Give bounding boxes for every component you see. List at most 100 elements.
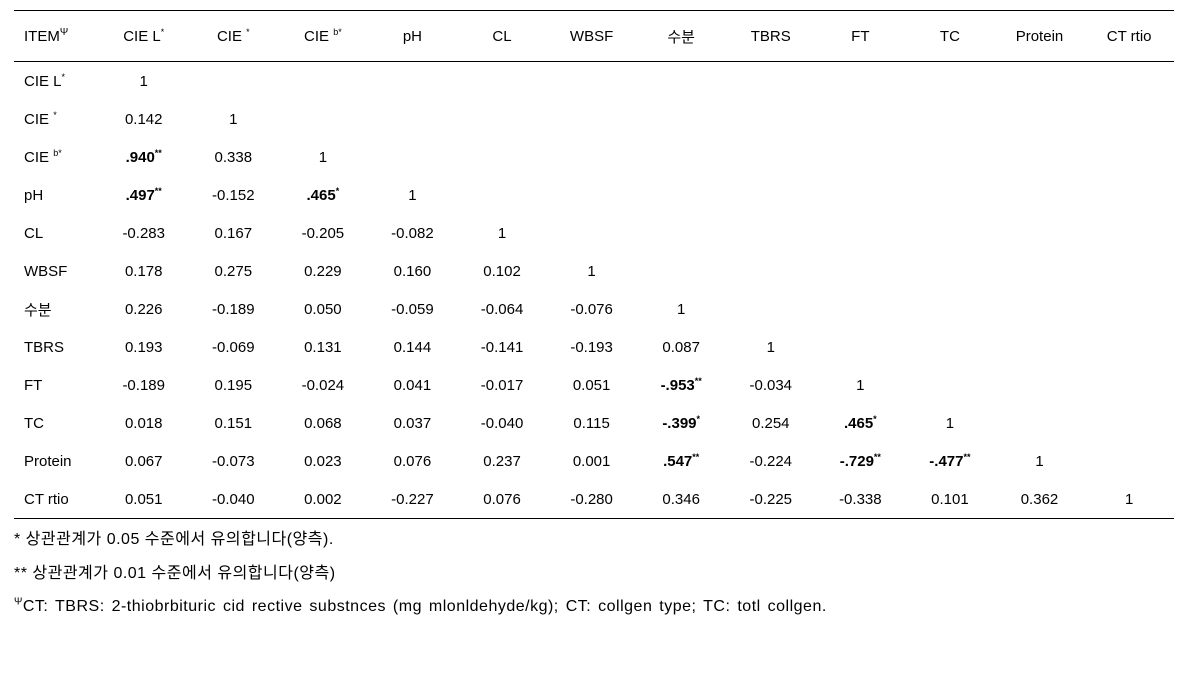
- cell-value: 0.018: [125, 415, 163, 432]
- cell-value: -0.152: [212, 187, 255, 204]
- cell: -0.225: [726, 480, 816, 519]
- cell: -0.152: [189, 176, 279, 214]
- cell: [905, 100, 995, 138]
- cell: [726, 214, 816, 252]
- cell: 0.362: [995, 480, 1085, 519]
- cell: 1: [278, 138, 368, 176]
- col-header: TBRS: [726, 11, 816, 62]
- cell-value: 1: [677, 301, 685, 318]
- cell: 1: [547, 252, 637, 290]
- col-header: pH: [368, 11, 458, 62]
- cell: [368, 100, 458, 138]
- col-header: WBSF: [547, 11, 637, 62]
- cell: 0.193: [99, 328, 189, 366]
- cell: [1084, 100, 1174, 138]
- cell: [905, 62, 995, 101]
- col-superscript: *: [161, 27, 165, 37]
- cell-value: 1: [1035, 453, 1043, 470]
- table-row: 수분0.226-0.1890.050-0.059-0.064-0.0761: [14, 290, 1174, 328]
- cell-value: 0.237: [483, 453, 521, 470]
- cell-value: -.953: [661, 377, 695, 394]
- cell: [726, 62, 816, 101]
- cell: [905, 176, 995, 214]
- cell: 1: [905, 404, 995, 442]
- cell: [816, 62, 906, 101]
- cell: -0.069: [189, 328, 279, 366]
- cell: [816, 214, 906, 252]
- row-name-label: FT: [24, 377, 42, 394]
- col-header: Protein: [995, 11, 1085, 62]
- cell: [905, 366, 995, 404]
- col-header: CT rtio: [1084, 11, 1174, 62]
- cell-value: -0.283: [122, 225, 165, 242]
- cell-value: -.729: [840, 453, 874, 470]
- col-header: CIE L*: [99, 11, 189, 62]
- cell: 0.050: [278, 290, 368, 328]
- row-name: FT: [14, 366, 99, 404]
- cell: [457, 62, 547, 101]
- cell: [816, 252, 906, 290]
- cell: [726, 100, 816, 138]
- cell-sig-mark: **: [874, 452, 881, 462]
- table-row: CIE L* 1: [14, 62, 1174, 101]
- cell-value: 1: [140, 73, 148, 90]
- cell: -0.034: [726, 366, 816, 404]
- cell: -.729**: [816, 442, 906, 480]
- cell-value: -.477: [929, 453, 963, 470]
- row-name: CIE L*: [14, 62, 99, 101]
- cell-sig-mark: **: [155, 148, 162, 158]
- cell: [189, 62, 279, 101]
- cell-value: 0.178: [125, 263, 163, 280]
- cell: 0.275: [189, 252, 279, 290]
- cell-value: 0.346: [662, 491, 700, 508]
- cell: [1084, 176, 1174, 214]
- cell-value: 0.050: [304, 301, 342, 318]
- cell: -0.205: [278, 214, 368, 252]
- cell-value: 1: [946, 415, 954, 432]
- cell: [816, 290, 906, 328]
- table-row: Protein0.067-0.0730.0230.0760.2370.001.5…: [14, 442, 1174, 480]
- cell: [636, 214, 726, 252]
- cell-value: -0.059: [391, 301, 434, 318]
- row-name: pH: [14, 176, 99, 214]
- cell-sig-mark: **: [155, 186, 162, 196]
- col-label: 수분: [667, 29, 695, 46]
- cell-value: 0.087: [662, 339, 700, 356]
- cell: -0.141: [457, 328, 547, 366]
- table-row: CT rtio0.051-0.0400.002-0.2270.076-0.280…: [14, 480, 1174, 519]
- cell-value: 0.160: [394, 263, 432, 280]
- cell-value: 1: [1125, 491, 1133, 508]
- cell: -.477**: [905, 442, 995, 480]
- cell: [995, 176, 1085, 214]
- cell: -0.189: [189, 290, 279, 328]
- table-row: TBRS0.193-0.0690.1310.144-0.141-0.1930.0…: [14, 328, 1174, 366]
- cell: [995, 366, 1085, 404]
- cell: 0.068: [278, 404, 368, 442]
- cell: 0.076: [368, 442, 458, 480]
- table-header-row: ITEMΨCIE L*CIE *CIE b*pHCLWBSF수분TBRSFTTC…: [14, 11, 1174, 62]
- cell: [547, 176, 637, 214]
- col-header: FT: [816, 11, 906, 62]
- cell-value: 1: [229, 111, 237, 128]
- cell: .940**: [99, 138, 189, 176]
- cell: 0.195: [189, 366, 279, 404]
- col-superscript: Ψ: [60, 27, 68, 38]
- row-name: WBSF: [14, 252, 99, 290]
- cell: [995, 138, 1085, 176]
- cell: [1084, 252, 1174, 290]
- cell-value: 0.131: [304, 339, 342, 356]
- cell: 0.041: [368, 366, 458, 404]
- cell: -0.017: [457, 366, 547, 404]
- cell: 1: [1084, 480, 1174, 519]
- footnotes: * 상관관계가 0.05 수준에서 유의합니다(양측). ** 상관관계가 0.…: [14, 523, 1174, 624]
- cell: [995, 100, 1085, 138]
- cell: 0.167: [189, 214, 279, 252]
- col-header: CIE b*: [278, 11, 368, 62]
- col-superscript: *: [246, 27, 250, 37]
- cell: 0.037: [368, 404, 458, 442]
- cell: -0.193: [547, 328, 637, 366]
- cell-sig-mark: **: [692, 452, 699, 462]
- cell: 0.018: [99, 404, 189, 442]
- cell: [995, 290, 1085, 328]
- cell-value: 0.115: [573, 415, 609, 432]
